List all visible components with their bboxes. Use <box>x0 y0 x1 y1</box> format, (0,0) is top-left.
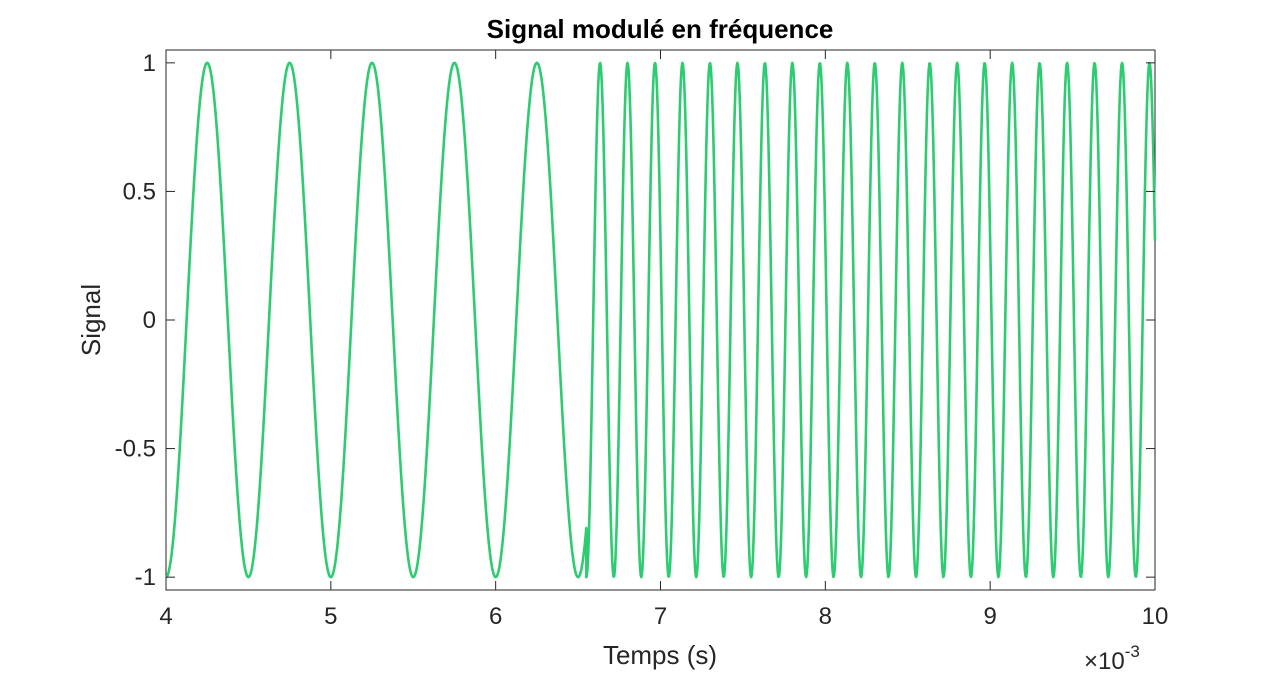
chart-title: Signal modulé en fréquence <box>487 14 834 44</box>
y-axis: -1 -0.5 0 0.5 1 <box>115 50 1155 591</box>
x-tick-label: 5 <box>324 603 337 630</box>
axes-box <box>165 49 1156 591</box>
x-tick-label: 10 <box>1142 603 1169 630</box>
x-axis-exponent-power: -3 <box>1125 642 1140 661</box>
series-line <box>165 61 1157 579</box>
x-axis: 4 5 6 7 8 9 10 <box>159 50 1168 630</box>
y-tick-label: 0.5 <box>123 178 156 205</box>
plot-area <box>165 49 1157 591</box>
x-axis-exponent-base: ×10 <box>1084 648 1125 675</box>
y-tick-label: -1 <box>135 564 156 591</box>
series-layer <box>165 61 1157 579</box>
y-tick-label: 1 <box>143 50 156 77</box>
y-axis-label: Signal <box>76 284 106 356</box>
x-tick-label: 8 <box>819 603 832 630</box>
y-tick-label: -0.5 <box>115 436 156 463</box>
x-tick-label: 7 <box>654 603 667 630</box>
x-tick-label: 9 <box>983 603 996 630</box>
x-tick-label: 4 <box>159 603 172 630</box>
x-axis-label: Temps (s) <box>603 640 717 670</box>
x-axis-exponent: ×10-3 <box>1084 642 1140 675</box>
y-tick-label: 0 <box>143 307 156 334</box>
x-tick-label: 6 <box>489 603 502 630</box>
